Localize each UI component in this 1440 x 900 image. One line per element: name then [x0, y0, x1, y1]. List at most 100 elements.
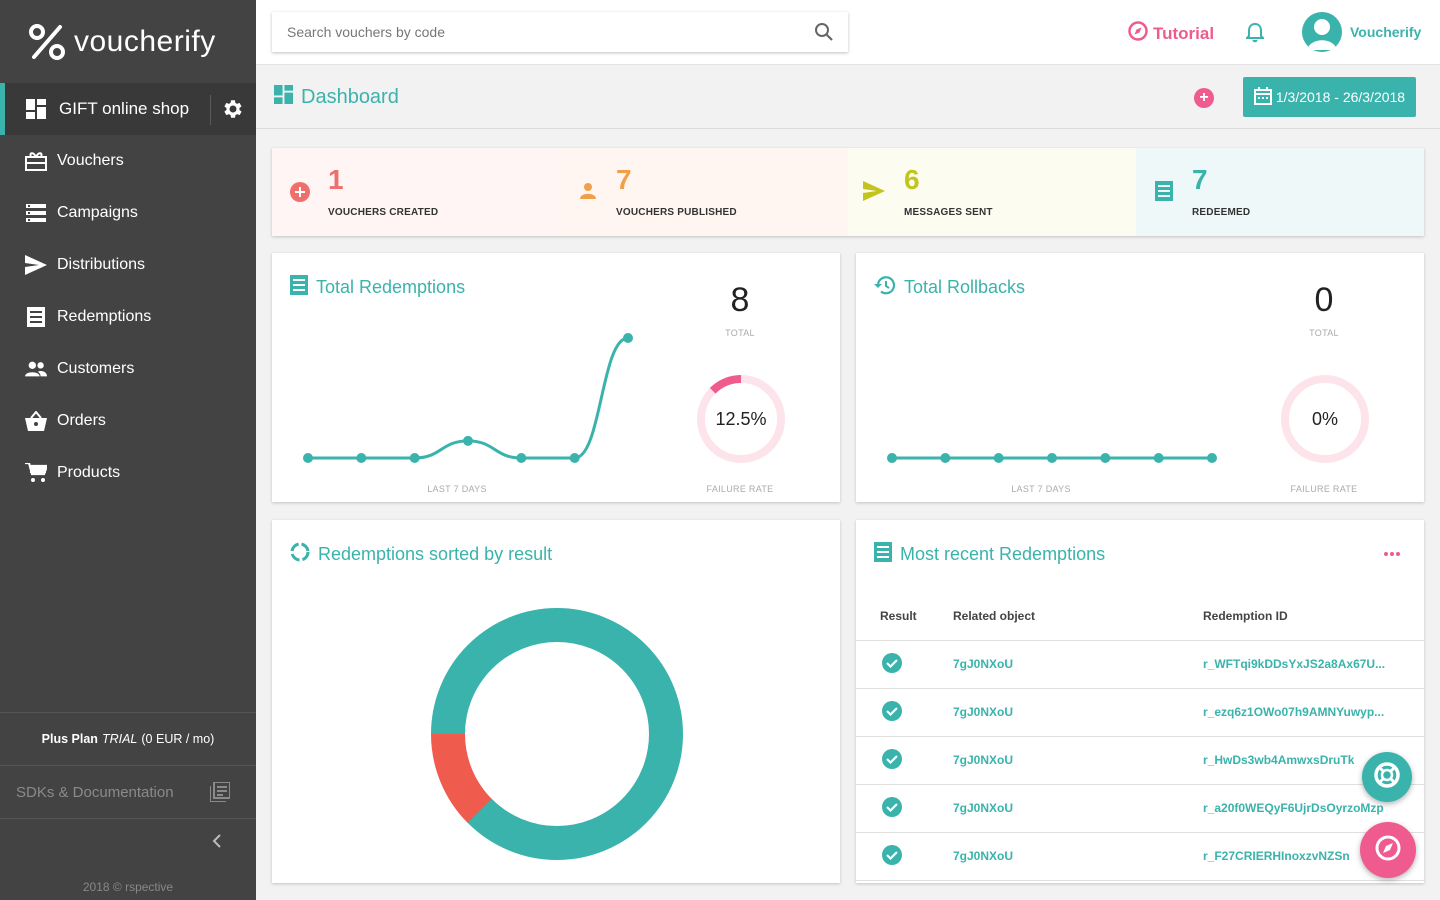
- failure-label: FAILURE RATE: [706, 484, 774, 494]
- redemption-id-link[interactable]: r_a20f0WEQyF6UjrDsOyrzoMzp: [1203, 801, 1384, 816]
- redemptions-by-result-card: Redemptions sorted by result: [272, 520, 840, 883]
- sidebar: voucherify GIFT online shop Vouchers Cam…: [0, 0, 256, 900]
- table-row[interactable]: 7gJ0NXoU r_WFTqi9kDDsYxJS2a8Ax67U...: [856, 640, 1424, 689]
- sdk-documentation-link[interactable]: SDKs & Documentation: [0, 766, 256, 819]
- data-point[interactable]: [887, 453, 897, 463]
- basket-icon: [25, 410, 47, 432]
- avatar: [1302, 12, 1342, 52]
- data-point[interactable]: [356, 453, 367, 463]
- logo[interactable]: voucherify: [0, 0, 256, 83]
- chart-xlabel: LAST 7 DAYS: [427, 484, 487, 494]
- sidebar-item-customers[interactable]: Customers: [0, 343, 256, 395]
- cart-icon: [25, 462, 47, 484]
- logo-percent-icon: [29, 23, 65, 60]
- compass-icon: [1128, 21, 1148, 46]
- sidebar-item-label: Campaigns: [57, 204, 138, 221]
- sidebar-item-campaigns[interactable]: Campaigns: [0, 187, 256, 239]
- redemption-id-link[interactable]: r_ezq6z1OWo07h9AMNYuwyp...: [1203, 705, 1385, 720]
- stat-messages-sent[interactable]: 6 MESSAGES SENT: [848, 148, 1136, 236]
- stat-vouchers-published[interactable]: 7 VOUCHERS PUBLISHED: [560, 148, 848, 236]
- sidebar-item-label: Vouchers: [57, 152, 124, 169]
- add-circle-icon: [289, 181, 311, 208]
- user-menu[interactable]: Voucherify: [1302, 12, 1421, 52]
- data-point[interactable]: [993, 453, 1004, 463]
- card-title-label: Total Rollbacks: [904, 277, 1026, 297]
- data-point[interactable]: [623, 333, 633, 343]
- dashboard-icon: [25, 98, 47, 120]
- project-selector[interactable]: GIFT online shop: [0, 83, 256, 135]
- card-title-label: Total Redemptions: [316, 277, 466, 297]
- sidebar-item-products[interactable]: Products: [0, 447, 256, 499]
- user-name: Voucherify: [1350, 24, 1422, 40]
- sidebar-item-label: Customers: [57, 360, 135, 377]
- gear-icon[interactable]: [221, 97, 245, 126]
- table-row[interactable]: 7gJ0NXoU r_ezq6z1OWo07h9AMNYuwyp...: [856, 688, 1424, 737]
- search-box: [272, 12, 848, 52]
- sidebar-item-redemptions[interactable]: Redemptions: [0, 291, 256, 343]
- redemption-id-link[interactable]: r_F27CRIERHInoxzvNZSn: [1203, 849, 1350, 864]
- card-title: Redemptions sorted by result: [290, 542, 552, 567]
- stat-redeemed[interactable]: 7 REDEEMED: [1136, 148, 1424, 236]
- date-range-button[interactable]: 1/3/2018 - 26/3/2018: [1243, 77, 1416, 117]
- data-point[interactable]: [1100, 453, 1111, 463]
- sidebar-item-orders[interactable]: Orders: [0, 395, 256, 447]
- sidebar-item-label: Redemptions: [57, 308, 152, 325]
- collapse-sidebar-icon[interactable]: [212, 832, 222, 853]
- data-point[interactable]: [1207, 453, 1217, 463]
- failure-rate-donut: 0%: [1279, 373, 1371, 465]
- table-header-row: Result Related object Redemption ID: [856, 592, 1424, 641]
- stat-value: 7: [1192, 164, 1208, 195]
- data-point[interactable]: [940, 453, 951, 463]
- data-point[interactable]: [303, 453, 313, 463]
- more-options-icon[interactable]: [1383, 544, 1401, 562]
- stat-value: 7: [616, 164, 632, 195]
- data-point[interactable]: [1153, 453, 1164, 463]
- redemption-id-link[interactable]: r_WFTqi9kDDsYxJS2a8Ax67U...: [1203, 657, 1386, 672]
- search-input[interactable]: [287, 24, 807, 40]
- plan-info[interactable]: Plus Plan TRIAL (0 EUR / mo): [0, 712, 256, 766]
- result-donut-chart: [431, 608, 683, 860]
- redemption-id-link[interactable]: r_HwDs3wb4AmwxsDruTk: [1203, 753, 1355, 768]
- table-row[interactable]: 7gJ0NXoU r_F27CRIERHInoxzvNZSn: [856, 832, 1424, 881]
- total-label: TOTAL: [725, 328, 755, 338]
- help-button[interactable]: [1362, 752, 1412, 802]
- sidebar-item-label: Products: [57, 464, 121, 481]
- dashboard-icon: [274, 85, 293, 110]
- search-icon[interactable]: [814, 22, 834, 47]
- send-icon: [25, 254, 47, 276]
- project-name: GIFT online shop: [59, 99, 190, 118]
- donut-slice-success[interactable]: [431, 608, 683, 860]
- related-object-link[interactable]: 7gJ0NXoU: [953, 705, 1014, 719]
- table-row[interactable]: 7gJ0NXoU r_a20f0WEQyF6UjrDsOyrzoMzp: [856, 784, 1424, 833]
- add-widget-button[interactable]: +: [1194, 88, 1214, 108]
- tutorial-label: Tutorial: [1153, 23, 1215, 43]
- bell-icon[interactable]: [1244, 22, 1266, 49]
- sidebar-item-vouchers[interactable]: Vouchers: [0, 135, 256, 187]
- card-title-label: Redemptions sorted by result: [318, 544, 553, 564]
- data-point[interactable]: [463, 435, 473, 446]
- stats-bar: 1 VOUCHERS CREATED 7 VOUCHERS PUBLISHED …: [272, 148, 1424, 236]
- tutorial-fab-button[interactable]: [1360, 822, 1416, 878]
- data-point[interactable]: [569, 453, 580, 463]
- plan-trial: TRIAL: [101, 732, 138, 746]
- total-label: TOTAL: [1309, 328, 1339, 338]
- data-point[interactable]: [409, 453, 420, 463]
- related-object-link[interactable]: 7gJ0NXoU: [953, 801, 1014, 815]
- page-header: Dashboard + 1/3/2018 - 26/3/2018: [256, 65, 1440, 129]
- tutorial-button[interactable]: Tutorial: [1128, 21, 1214, 46]
- table-row[interactable]: 7gJ0NXoU r_HwDs3wb4AmwxsDruTk: [856, 736, 1424, 785]
- plan-price: (0 EUR / mo): [141, 732, 215, 746]
- stat-vouchers-created[interactable]: 1 VOUCHERS CREATED: [272, 148, 560, 236]
- topbar: Tutorial Voucherify: [256, 0, 1440, 65]
- receipt-icon: [1155, 181, 1173, 206]
- date-range-label: 1/3/2018 - 26/3/2018: [1275, 89, 1406, 105]
- data-point[interactable]: [1047, 453, 1057, 463]
- related-object-link[interactable]: 7gJ0NXoU: [953, 753, 1014, 767]
- sidebar-item-distributions[interactable]: Distributions: [0, 239, 256, 291]
- related-object-link[interactable]: 7gJ0NXoU: [953, 657, 1014, 671]
- list-icon: [25, 202, 47, 224]
- data-point[interactable]: [516, 453, 527, 463]
- success-check-icon: [881, 652, 903, 677]
- calendar-icon: [1253, 86, 1272, 108]
- related-object-link[interactable]: 7gJ0NXoU: [953, 849, 1014, 863]
